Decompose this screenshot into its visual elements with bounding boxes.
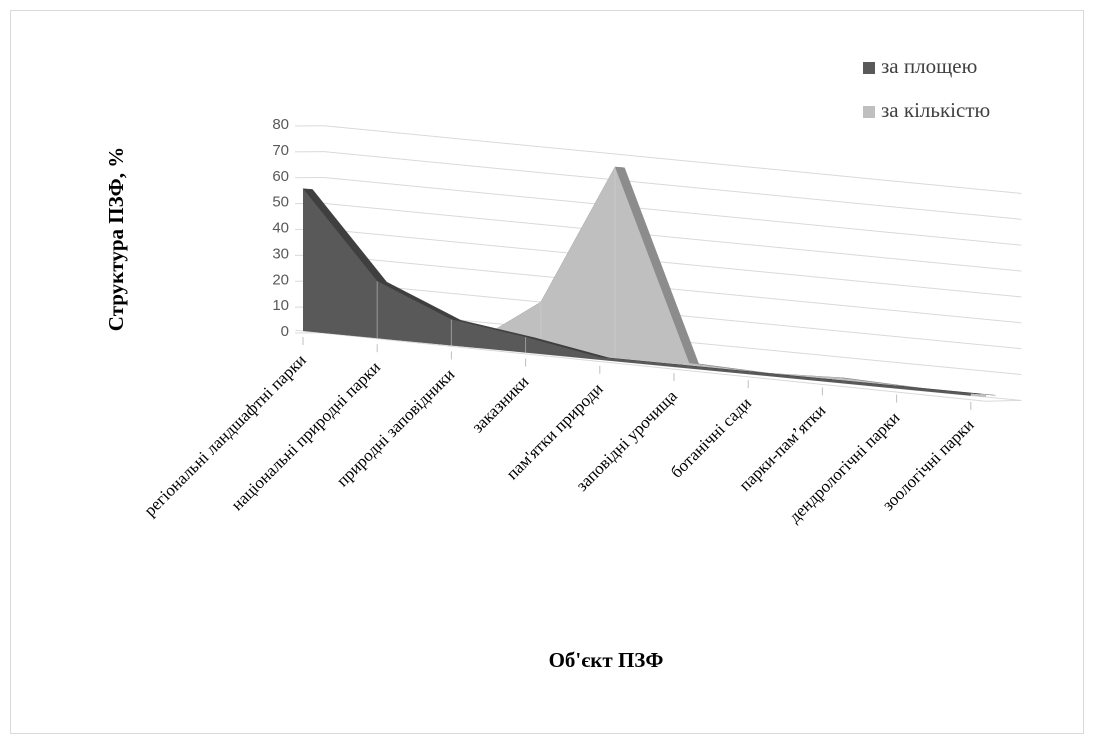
x-category-label: ботанічні сади (667, 394, 755, 482)
gridline (323, 228, 1022, 298)
y-tick-label: 0 (281, 323, 289, 340)
y-tick-label: 10 (272, 297, 289, 314)
legend-label: за кількістю (881, 98, 990, 122)
x-axis-title: Об'єкт ПЗФ (549, 648, 664, 672)
floor-front-edge (295, 329, 986, 402)
x-category-label: національні природні парки (227, 358, 384, 515)
legend-label: за площею (881, 54, 977, 78)
series-front (302, 188, 981, 396)
x-category-label: парки-пам’ятки (735, 401, 829, 495)
series-area-area-face (303, 188, 971, 396)
legend: за площею за кількістю (863, 54, 990, 122)
gridline (323, 177, 1022, 246)
gridline (323, 125, 1022, 194)
y-tick-labels: 0 10 20 30 40 50 60 70 80 (272, 116, 289, 340)
y-tick-label: 70 (272, 142, 289, 159)
gridline (323, 202, 1022, 272)
x-category-label: регіональні ландшафтні парки (140, 350, 310, 520)
y-tick-label: 30 (272, 245, 289, 262)
y-tick-label: 40 (272, 220, 289, 237)
chart-frame: 0 10 20 30 40 50 60 70 80 регіональні ландшафтні… (10, 10, 1084, 734)
x-category-label: заказники (468, 372, 532, 436)
gridline (323, 254, 1022, 324)
y-tick-label: 20 (272, 271, 289, 288)
gridline (323, 151, 1022, 220)
floor-side-edge (985, 399, 1022, 402)
y-tick-label: 50 (272, 194, 289, 211)
y-tick-label: 60 (272, 168, 289, 185)
x-category-labels: регіональні ландшафтні паркинаціональні … (140, 350, 977, 526)
legend-swatch (863, 106, 875, 118)
y-tick-label: 80 (272, 116, 289, 133)
y-axis-title: Структура ПЗФ, % (104, 147, 128, 331)
chart-svg: 0 10 20 30 40 50 60 70 80 регіональні ландшафтні… (104, 54, 1022, 672)
legend-swatch (863, 62, 875, 74)
